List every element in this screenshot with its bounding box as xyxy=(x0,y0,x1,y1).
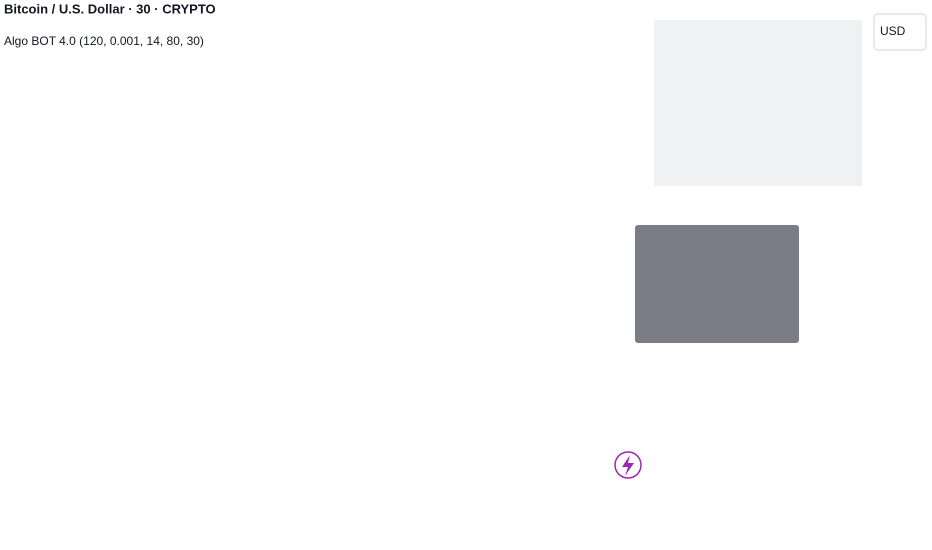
indicator-title: Algo BOT 4.0 (120, 0.001, 14, 80, 30) xyxy=(4,34,204,48)
currency-button[interactable] xyxy=(873,13,927,51)
alert-icon xyxy=(614,451,642,479)
symbol-title: Bitcoin / U.S. Dollar · 30 · CRYPTO xyxy=(4,1,216,16)
price-axis-bg xyxy=(870,0,932,550)
status-box xyxy=(635,225,799,343)
currency-label[interactable]: USD xyxy=(880,24,906,38)
gap-table xyxy=(654,20,862,186)
